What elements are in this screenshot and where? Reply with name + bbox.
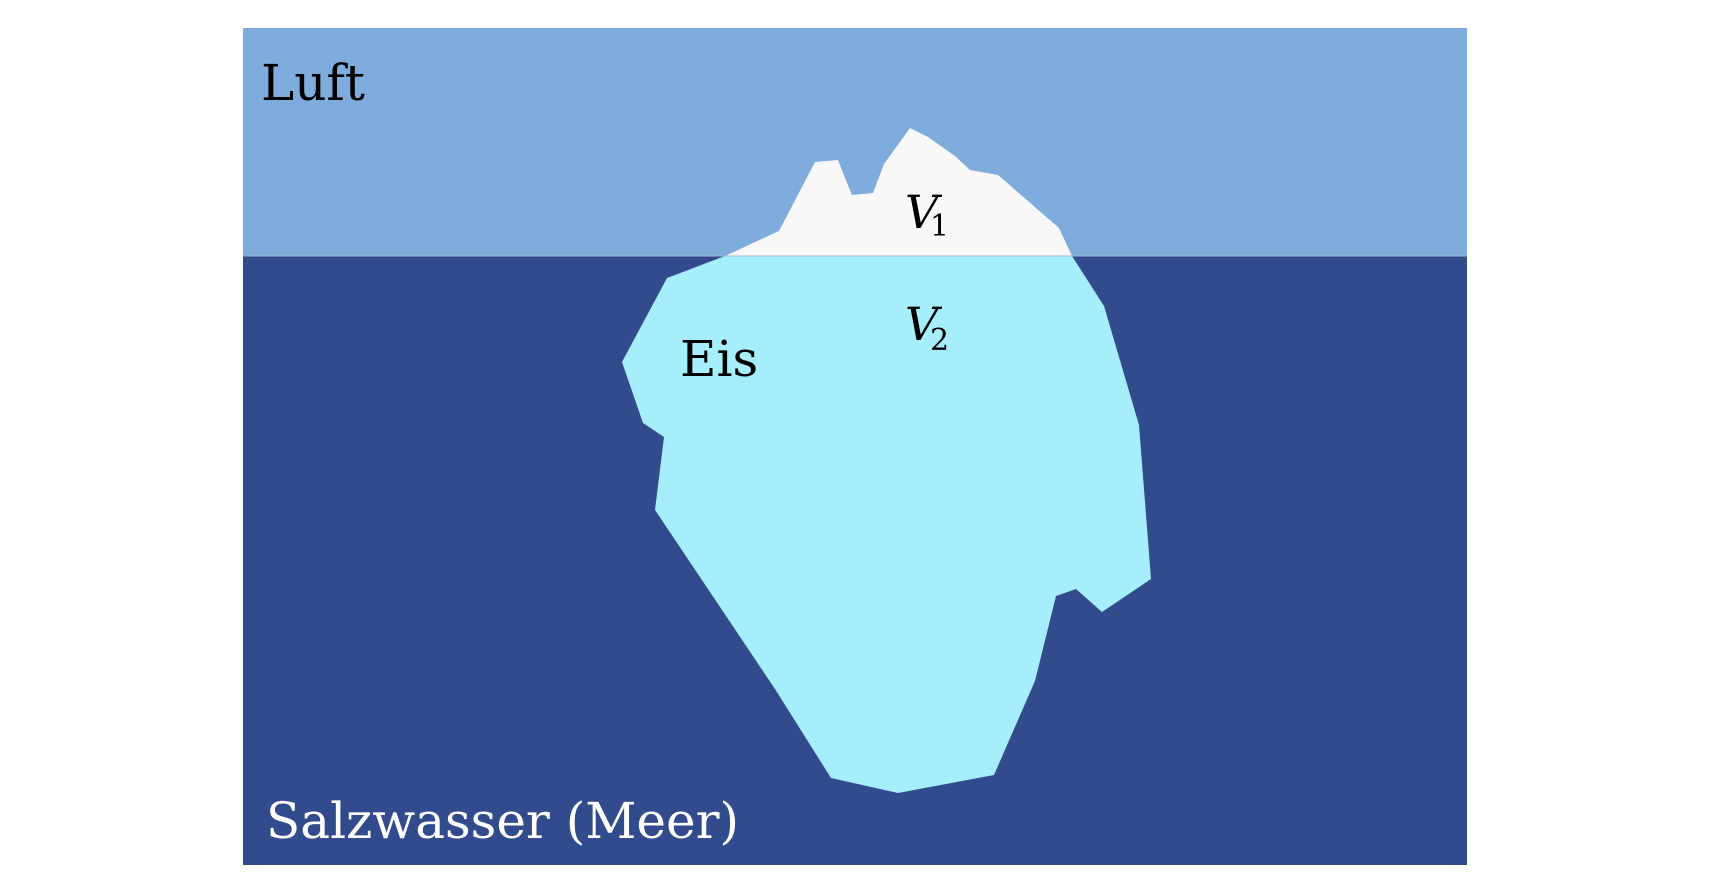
volume-below-label: V 2 — [905, 297, 949, 358]
volume-below-symbol: V — [905, 297, 943, 351]
iceberg-below-water — [622, 256, 1151, 793]
volume-above-subscript: 1 — [930, 209, 949, 244]
air-label: Luft — [261, 54, 365, 112]
volume-above-symbol: V — [905, 185, 943, 239]
seawater-label: Salzwasser (Meer) — [266, 792, 739, 850]
volume-above-label: V 1 — [905, 185, 949, 244]
volume-below-subscript: 2 — [930, 323, 949, 358]
ice-label: Eis — [680, 330, 758, 388]
iceberg-above-water — [725, 128, 1072, 256]
